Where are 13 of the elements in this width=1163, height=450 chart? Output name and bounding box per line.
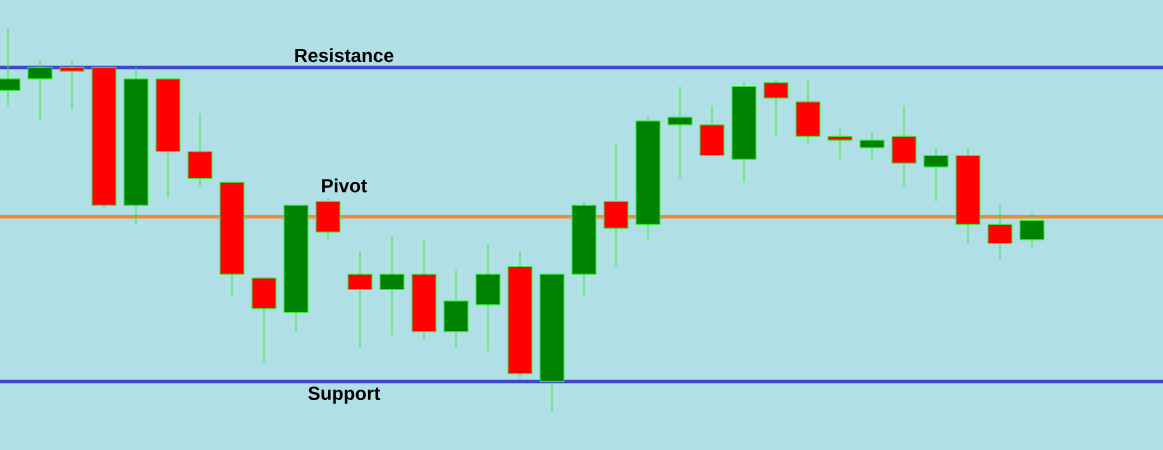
- candlestick: [1019, 212, 1045, 248]
- candlestick: [667, 86, 693, 179]
- ref-line-label: Support: [308, 386, 381, 404]
- candlestick: [347, 250, 373, 348]
- candlestick: [763, 78, 789, 137]
- ref-line-label: Pivot: [322, 178, 367, 193]
- ref-line-label: Resistance: [295, 48, 394, 63]
- candlestick: [859, 132, 885, 160]
- candlestick: [59, 59, 85, 111]
- candlestick: [923, 147, 949, 202]
- candlestick: [987, 204, 1013, 260]
- candlestick: [379, 235, 405, 336]
- candlestick: [827, 128, 853, 160]
